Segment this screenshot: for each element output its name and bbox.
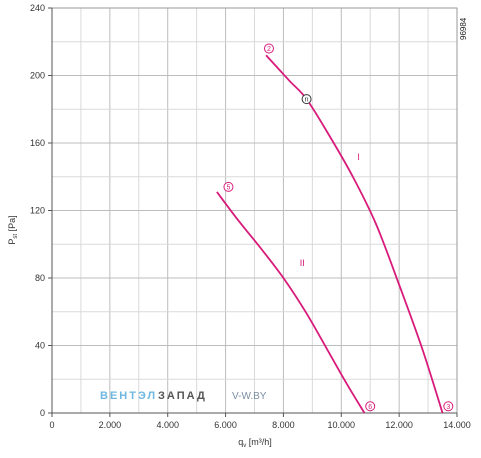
curve-labels: III <box>300 152 360 268</box>
point-marker-2 <box>263 43 274 54</box>
point-marker-6 <box>365 401 376 412</box>
y-axis-label: Pst [Pa] <box>7 215 19 244</box>
x-axis-label-unit: [m³/h] <box>246 437 272 447</box>
x-tick-label: 12.000 <box>385 420 413 430</box>
x-tick-label: 8.000 <box>272 420 295 430</box>
y-tick-label: 0 <box>40 408 45 418</box>
grid <box>51 7 458 414</box>
point-markers: 2 n 3 5 6 <box>223 43 454 412</box>
curve-label-i: I <box>357 152 360 162</box>
x-axis-label-main: q <box>238 437 243 447</box>
point-marker-label-3: 3 <box>446 404 450 411</box>
x-axis-label-sub: v <box>243 443 246 449</box>
x-tick-label: 2.000 <box>99 420 122 430</box>
chart-code: 96984 <box>459 17 468 40</box>
watermark-site: V-W.BY <box>232 391 267 402</box>
x-tick-label: 14.000 <box>443 420 471 430</box>
point-marker-label-n: n <box>305 97 309 104</box>
series-line-ii <box>216 191 366 414</box>
x-tick-label: 6.000 <box>214 420 237 430</box>
y-tick-label: 240 <box>30 3 45 13</box>
y-axis-label-unit: [Pa] <box>7 215 17 234</box>
y-tick-label: 40 <box>35 341 45 351</box>
tick-labels: 0 2.000 4.000 6.000 8.000 10.000 12.000 14.000 0… <box>30 3 471 430</box>
y-axis-label-main: P <box>7 239 17 245</box>
y-tick-label: 120 <box>30 206 45 216</box>
point-marker-n <box>301 94 312 105</box>
y-axis-label-sub: st <box>13 234 19 239</box>
y-tick-label: 200 <box>30 71 45 81</box>
curve-label-ii: II <box>300 258 305 268</box>
x-tick-label: 0 <box>49 420 54 430</box>
x-tick-label: 10.000 <box>328 420 356 430</box>
point-marker-3 <box>443 401 454 412</box>
watermark: ВЕНТЭЛ ЗАПАД V-W.BY <box>100 390 267 402</box>
point-marker-5 <box>223 181 234 192</box>
point-marker-label-2: 2 <box>267 46 271 53</box>
y-tick-label: 160 <box>30 138 45 148</box>
point-marker-label-5: 5 <box>227 184 231 191</box>
x-tick-label: 4.000 <box>156 420 179 430</box>
y-tick-label: 80 <box>35 273 45 283</box>
watermark-brand-1: ВЕНТЭЛ <box>100 390 157 402</box>
series <box>216 54 444 414</box>
watermark-brand-2: ЗАПАД <box>158 390 207 402</box>
point-marker-label-6: 6 <box>368 404 372 411</box>
x-axis-label: qv [m³/h] <box>238 437 272 449</box>
series-line-i <box>265 54 444 414</box>
